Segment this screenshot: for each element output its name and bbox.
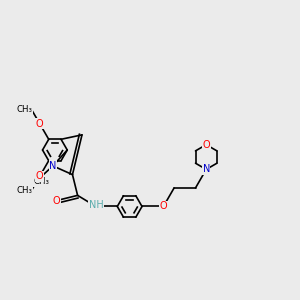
Text: O: O <box>202 140 210 150</box>
Text: N: N <box>202 164 210 174</box>
Text: N: N <box>49 161 57 171</box>
Text: O: O <box>160 202 167 212</box>
Text: CH₃: CH₃ <box>16 105 32 114</box>
Text: O: O <box>36 171 44 181</box>
Text: O: O <box>53 196 61 206</box>
Text: N: N <box>202 164 210 174</box>
Text: CH₃: CH₃ <box>34 177 50 186</box>
Text: NH: NH <box>88 200 103 210</box>
Text: CH₃: CH₃ <box>16 186 32 195</box>
Text: O: O <box>36 119 44 129</box>
